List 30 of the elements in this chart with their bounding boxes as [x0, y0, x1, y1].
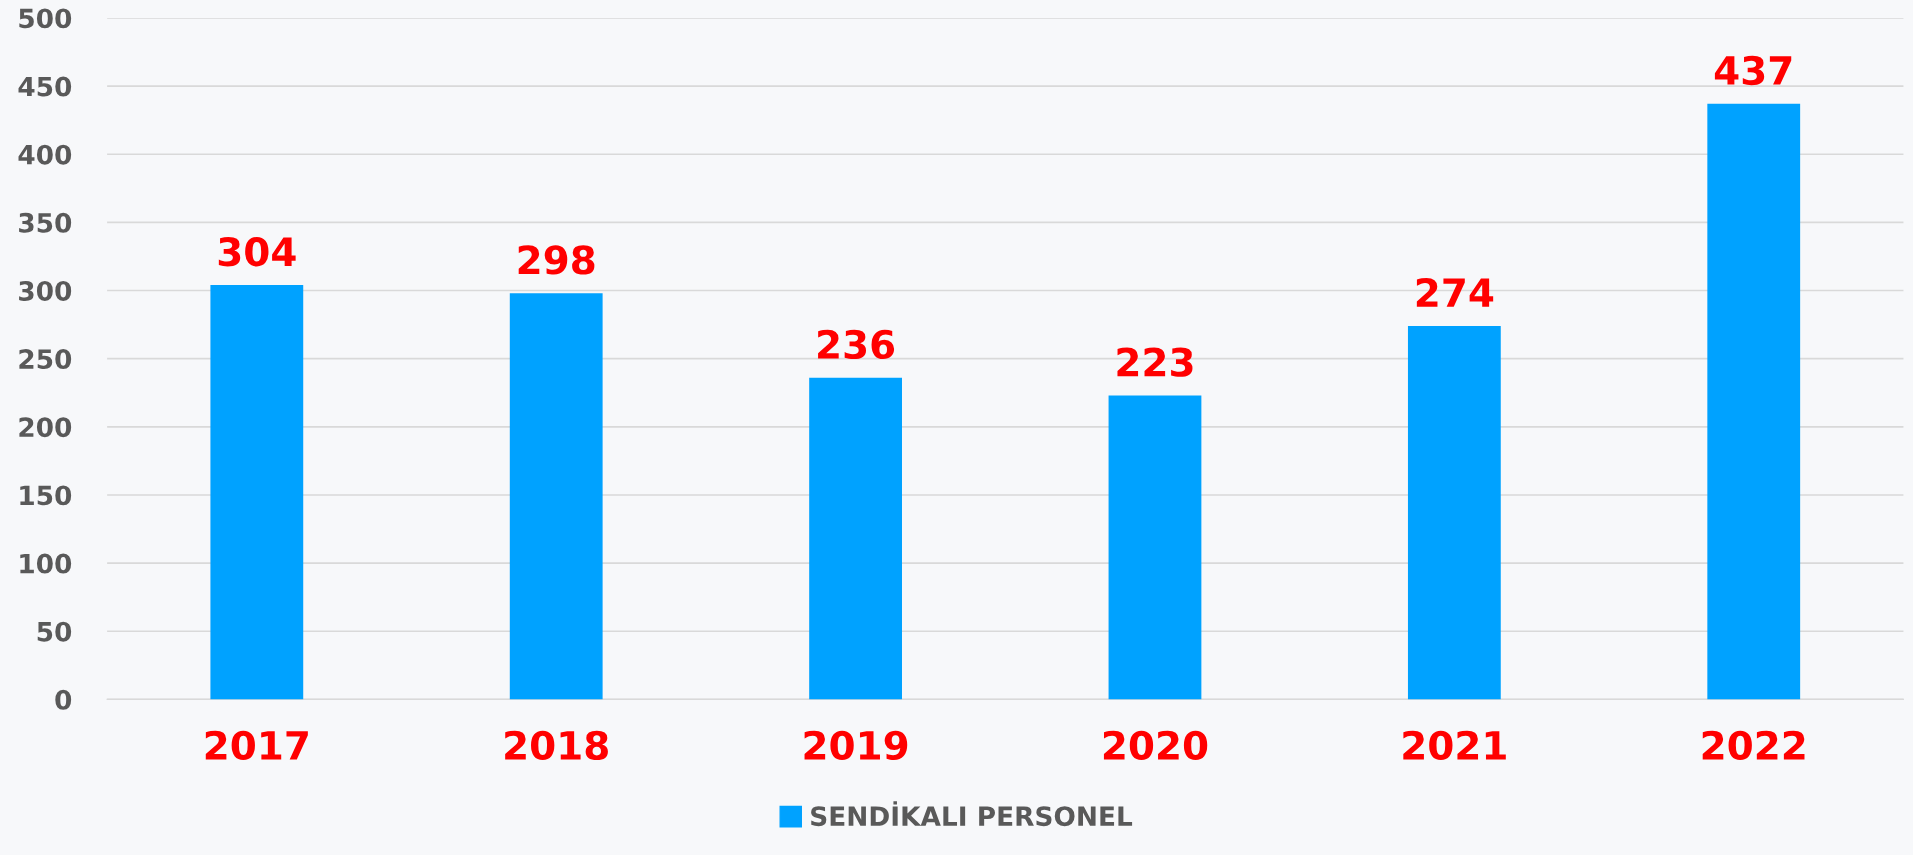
y-tick-label: 400	[18, 144, 72, 165]
data-label: 437	[1714, 55, 1792, 86]
bar	[1108, 395, 1202, 700]
y-tick-label: 100	[20, 553, 72, 574]
data-label: 304	[218, 237, 296, 267]
y-tick-label: 250	[19, 349, 72, 370]
data-label: 298	[518, 245, 595, 275]
x-tick-label: 2017	[205, 730, 308, 761]
data-label: 223	[1117, 347, 1193, 377]
y-tick-label: 50	[37, 621, 72, 642]
y-tick-label: 350	[19, 212, 72, 233]
x-tick-label: 2022	[1702, 730, 1805, 761]
x-tick-label: 2019	[804, 730, 908, 761]
bar	[809, 377, 902, 700]
legend-label: SENDİKALI PERSONEL	[811, 801, 1133, 827]
bar	[1407, 325, 1501, 700]
bar	[1707, 103, 1801, 700]
x-tick-label: 2020	[1103, 730, 1208, 761]
data-label: 236	[818, 329, 895, 360]
y-tick-label: 150	[20, 485, 72, 506]
y-tick-label: 200	[19, 417, 72, 438]
bar	[509, 293, 603, 700]
bar	[210, 285, 304, 700]
y-tick-label: 450	[18, 76, 72, 97]
x-tick-label: 2018	[505, 730, 608, 761]
data-label: 274	[1416, 277, 1494, 307]
y-tick-label: 500	[19, 8, 72, 29]
x-tick-label: 2021	[1403, 730, 1506, 761]
y-tick-label: 0	[55, 689, 72, 710]
y-tick-label: 300	[19, 280, 72, 301]
